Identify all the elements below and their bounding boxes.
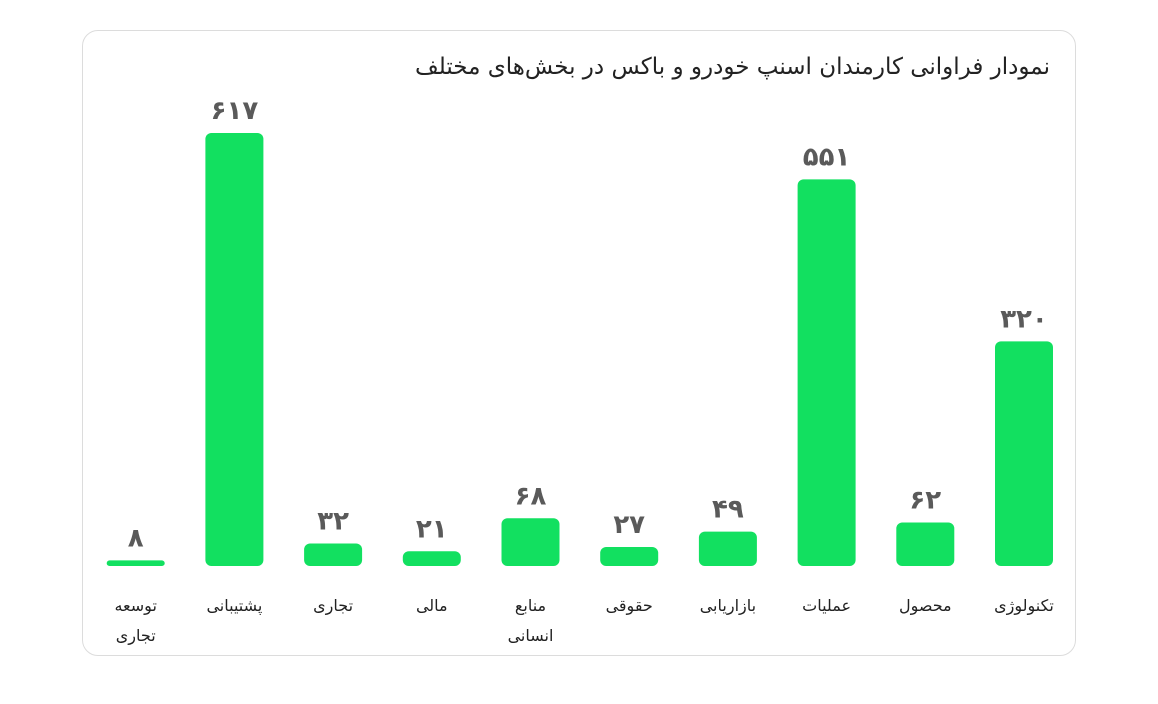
value-label: ۳۲۰ <box>1000 304 1048 334</box>
value-label: ۸ <box>128 523 144 553</box>
bar <box>797 179 856 566</box>
bar <box>698 531 757 566</box>
bar <box>106 560 165 566</box>
x-tick-label: مالی <box>415 596 448 615</box>
x-tick-label: بازاریابی <box>699 596 757 615</box>
chart-title: نمودار فراوانی کارمندان اسنپ خودرو و باک… <box>414 54 1050 80</box>
value-label: ۲۱ <box>416 514 448 544</box>
value-label: ۴۹ <box>712 495 744 525</box>
x-tick-label: حقوقی <box>605 596 653 615</box>
x-tick-label: تجاری <box>313 596 354 615</box>
x-tick-label: پشتیبانی <box>206 596 263 615</box>
bar <box>896 522 955 566</box>
x-tick-label: منابع انسانی <box>507 596 554 645</box>
value-label: ۶۸ <box>515 481 547 511</box>
bar <box>304 543 363 566</box>
value-label: ۵۵۱ <box>803 142 851 172</box>
bar <box>205 133 264 566</box>
value-label: ۶۲ <box>909 485 941 515</box>
bar <box>402 551 461 566</box>
bar <box>600 547 659 566</box>
x-tick-label: محصول <box>898 596 952 615</box>
x-tick-label: عملیات <box>802 596 852 615</box>
bar <box>995 341 1053 566</box>
x-tick-label: تکنولوژی <box>994 596 1054 615</box>
value-label: ۶۱۷ <box>211 96 259 126</box>
chart-card <box>82 30 1076 656</box>
x-tick-label: توسعه تجاری <box>114 596 157 645</box>
value-label: ۲۷ <box>613 510 645 540</box>
value-label: ۳۲ <box>317 507 349 537</box>
bar <box>501 518 560 566</box>
